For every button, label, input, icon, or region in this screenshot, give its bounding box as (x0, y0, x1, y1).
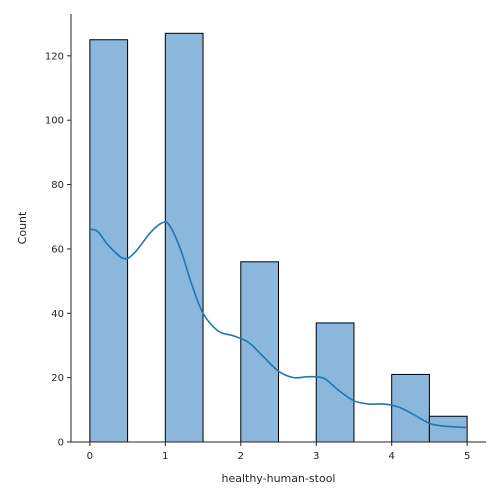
x-tick-label: 3 (313, 451, 319, 462)
histogram-bar-5 (428, 415, 468, 443)
x-tick-label: 4 (388, 451, 394, 462)
x-tick-label: 1 (162, 451, 168, 462)
y-tick-label: 20 (51, 373, 64, 384)
x-axis-label: healthy-human-stool (221, 472, 335, 485)
y-tick-label: 40 (51, 309, 64, 320)
x-tick-label: 0 (87, 451, 93, 462)
y-axis-label: Count (16, 211, 29, 244)
y-tick-label: 60 (51, 244, 64, 255)
y-axis-ticks: 0 20 40 60 80 100 120 (45, 51, 71, 449)
histogram-bar-3 (315, 322, 355, 443)
y-tick-label: 100 (45, 116, 64, 127)
x-tick-label: 5 (464, 451, 470, 462)
histogram-bar-4 (391, 373, 430, 443)
y-tick-label: 0 (58, 438, 64, 449)
y-tick-label: 120 (45, 51, 64, 62)
kde-curve (89, 221, 468, 429)
y-tick-label: 80 (51, 180, 64, 191)
histogram-bar-1 (164, 32, 204, 443)
histogram-bar-0 (89, 39, 129, 443)
x-axis-ticks: 0 1 2 3 4 5 (87, 442, 470, 462)
x-tick-label: 2 (238, 451, 244, 462)
